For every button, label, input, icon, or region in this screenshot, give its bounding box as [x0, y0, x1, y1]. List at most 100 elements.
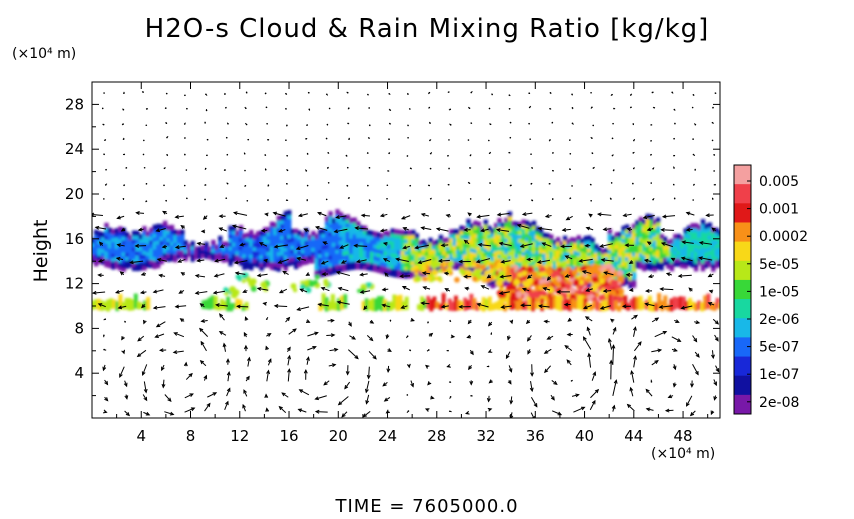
field-cell: [549, 246, 554, 252]
wind-vector: [652, 197, 655, 201]
field-cell: [549, 254, 554, 260]
field-cell: [690, 246, 695, 252]
field-cell: [497, 221, 502, 228]
field-cell: [531, 240, 537, 246]
wind-vector: [273, 304, 288, 308]
field-cell: [490, 271, 495, 277]
wind-vector: [122, 153, 126, 156]
field-cell: [342, 254, 347, 260]
field-cell: [99, 300, 104, 311]
field-cell: [414, 241, 419, 247]
wind-vector: [469, 349, 474, 356]
field-cell: [331, 225, 337, 232]
wind-vector: [143, 166, 146, 169]
wind-vector: [382, 381, 388, 387]
field-cell: [673, 249, 678, 255]
wind-vector: [654, 330, 668, 338]
field-cell: [490, 236, 495, 242]
field-cell: [655, 237, 661, 243]
wind-vector: [488, 168, 491, 171]
wind-vector: [336, 300, 350, 305]
field-cell: [504, 241, 509, 247]
field-cell: [483, 254, 488, 261]
field-cell: [97, 231, 102, 237]
field-cell: [418, 240, 423, 246]
field-cell: [707, 261, 713, 267]
wind-vector: [278, 405, 287, 414]
field-cell: [173, 241, 178, 247]
field-cell: [480, 253, 485, 260]
field-cell: [307, 242, 313, 248]
wind-vector: [388, 138, 390, 141]
field-cell: [376, 252, 382, 258]
field-cell: [156, 259, 161, 265]
field-cell: [245, 260, 251, 266]
field-cell: [262, 250, 268, 256]
field-cell: [493, 230, 499, 236]
wind-vector: [713, 153, 716, 156]
wind-vector: [314, 395, 327, 401]
field-cell: [92, 253, 95, 259]
field-cell: [523, 291, 529, 298]
field-cell: [418, 252, 423, 258]
field-cell: [655, 264, 661, 270]
field-cell: [700, 242, 706, 248]
wind-vector: [204, 402, 211, 412]
field-cell: [514, 225, 519, 231]
field-cell: [480, 238, 485, 244]
wind-vector: [646, 241, 652, 246]
wind-vector: [124, 410, 131, 417]
wind-vector: [123, 184, 126, 187]
field-cell: [376, 259, 382, 266]
field-cell: [558, 295, 563, 311]
field-cell: [638, 295, 643, 311]
field-cell: [228, 233, 233, 239]
x-tick-label: 40: [575, 427, 594, 445]
field-cell: [707, 238, 713, 244]
field-cell: [369, 250, 375, 256]
field-cell: [162, 220, 168, 227]
wind-vector: [207, 392, 218, 398]
field-cell: [638, 220, 644, 226]
field-cell: [128, 254, 133, 260]
wind-vector: [345, 365, 350, 376]
field-cell: [521, 235, 526, 241]
wind-vector: [184, 393, 194, 399]
field-cell: [283, 234, 288, 240]
field-cell: [152, 228, 157, 234]
wind-vector: [509, 319, 514, 325]
field-cell: [431, 244, 437, 250]
wind-vector: [406, 394, 409, 396]
field-cell: [718, 242, 720, 248]
field-cell: [390, 255, 395, 262]
field-cell: [683, 232, 688, 238]
field-cell: [323, 281, 330, 288]
field-cell: [628, 275, 633, 281]
field-cell: [311, 254, 316, 260]
wind-vector: [244, 169, 246, 172]
field-cell: [549, 296, 554, 310]
field-cell: [504, 217, 509, 223]
field-cell: [107, 251, 113, 257]
wind-vector: [428, 91, 431, 95]
wind-vector: [469, 198, 472, 200]
field-cell: [335, 213, 340, 219]
wind-vector: [104, 183, 108, 186]
field-cell: [547, 286, 555, 294]
wind-vector: [584, 243, 591, 248]
field-cell: [111, 244, 116, 250]
wind-vector: [184, 407, 196, 413]
wind-vector: [429, 197, 432, 200]
field-cell: [293, 228, 299, 234]
wind-vector: [526, 257, 533, 262]
wind-vector: [97, 303, 106, 308]
field-cell: [324, 231, 330, 237]
wind-vector: [528, 105, 532, 109]
field-cell: [318, 272, 323, 278]
field-cell: [373, 243, 378, 249]
wind-vector: [465, 410, 470, 415]
field-cell: [331, 229, 337, 236]
field-cell: [506, 268, 511, 273]
wind-vector: [651, 91, 654, 94]
field-cell: [655, 248, 661, 254]
